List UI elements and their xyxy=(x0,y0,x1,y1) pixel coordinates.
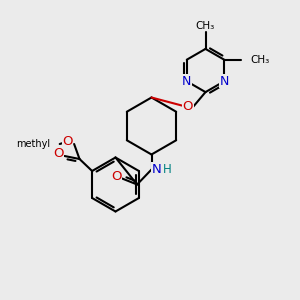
Text: O: O xyxy=(62,135,73,148)
Text: CH₃: CH₃ xyxy=(250,55,270,65)
Text: N: N xyxy=(152,163,162,176)
Text: CH₃: CH₃ xyxy=(196,21,215,31)
Text: O: O xyxy=(111,169,122,183)
Text: N: N xyxy=(220,75,229,88)
Text: O: O xyxy=(182,100,193,113)
Text: H: H xyxy=(163,163,172,176)
Text: O: O xyxy=(53,146,64,160)
Text: methyl: methyl xyxy=(16,139,51,149)
Text: N: N xyxy=(182,75,191,88)
